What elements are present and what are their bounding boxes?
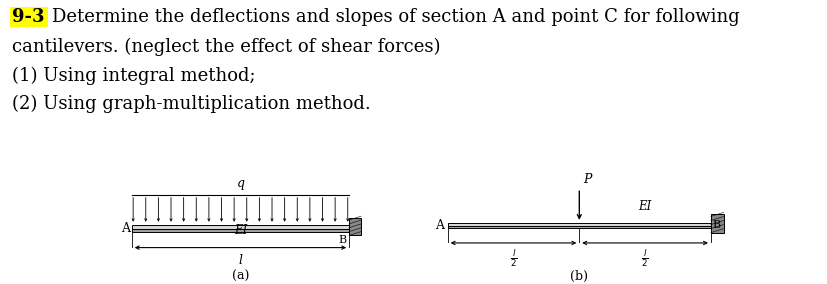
- Text: B: B: [338, 235, 346, 245]
- Text: l: l: [238, 254, 242, 267]
- Text: $\frac{l}{2}$: $\frac{l}{2}$: [509, 248, 517, 269]
- Bar: [10, 7, 48, 27]
- Text: 9-3: 9-3: [12, 8, 45, 26]
- Text: B: B: [711, 220, 719, 230]
- Text: EI: EI: [638, 201, 651, 214]
- Text: $\frac{l}{2}$: $\frac{l}{2}$: [641, 248, 648, 269]
- Text: P: P: [582, 174, 590, 186]
- Text: cantilevers. (neglect the effect of shear forces): cantilevers. (neglect the effect of shea…: [12, 38, 440, 56]
- Text: (2) Using graph-multiplication method.: (2) Using graph-multiplication method.: [12, 95, 370, 113]
- Bar: [710, 214, 723, 233]
- Text: A: A: [122, 222, 131, 235]
- Text: EI: EI: [233, 224, 246, 237]
- Text: (1) Using integral method;: (1) Using integral method;: [12, 67, 256, 85]
- Bar: [131, 225, 349, 229]
- Text: q: q: [237, 177, 244, 190]
- Text: Determine the deflections and slopes of section A and point C for following: Determine the deflections and slopes of …: [52, 8, 739, 26]
- Bar: [349, 218, 361, 235]
- Text: (b): (b): [570, 270, 588, 283]
- Bar: [447, 223, 710, 226]
- Text: A: A: [435, 219, 444, 232]
- Bar: [447, 226, 710, 228]
- Text: (a): (a): [232, 270, 249, 283]
- Bar: [131, 229, 349, 232]
